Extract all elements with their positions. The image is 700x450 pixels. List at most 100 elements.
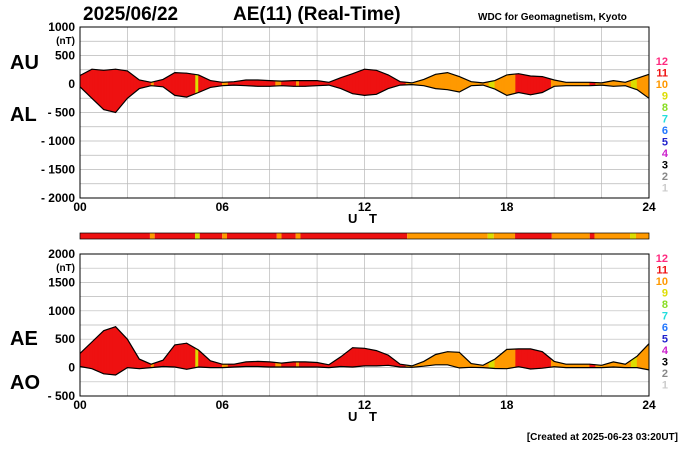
fill-segment bbox=[518, 348, 522, 368]
fill-segment bbox=[438, 73, 442, 90]
created-footer: [Created at 2025-06-23 03:20UT] bbox=[526, 432, 678, 443]
y-tick-label: 2000 bbox=[48, 247, 75, 261]
fill-segment bbox=[115, 325, 119, 376]
x-tick-label: 24 bbox=[642, 200, 656, 214]
fill-segment bbox=[174, 72, 179, 97]
fill-segment bbox=[299, 361, 303, 368]
fill-segment bbox=[130, 72, 134, 97]
fill-segment bbox=[373, 69, 377, 95]
fill-segment bbox=[358, 347, 362, 367]
fill-segment bbox=[88, 68, 93, 99]
y-tick-label: 1500 bbox=[48, 275, 75, 289]
station-bar-segment bbox=[80, 233, 150, 239]
fill-segment bbox=[124, 70, 128, 103]
fill-segment bbox=[441, 72, 445, 90]
fill-segment bbox=[189, 73, 193, 97]
legend-entry: 3 bbox=[662, 357, 668, 369]
y-tick-label: - 500 bbox=[48, 106, 76, 120]
chart-title: AE(11) (Real-Time) bbox=[233, 4, 401, 25]
fill-segment bbox=[248, 361, 253, 367]
fill-segment bbox=[307, 361, 312, 368]
fill-segment bbox=[290, 80, 294, 87]
fill-segment bbox=[384, 353, 389, 366]
fill-segment bbox=[435, 353, 439, 366]
fill-segment bbox=[539, 350, 543, 369]
fill-segment bbox=[343, 75, 348, 92]
fill-segment bbox=[381, 72, 386, 92]
fill-segment bbox=[266, 80, 270, 87]
fill-segment bbox=[168, 73, 173, 94]
legend-entry: 4 bbox=[662, 148, 669, 160]
fill-segment bbox=[364, 68, 368, 96]
fill-segment bbox=[313, 80, 318, 87]
legend-entry: 1 bbox=[662, 183, 668, 195]
fill-segment bbox=[201, 75, 205, 92]
fill-segment bbox=[521, 348, 525, 369]
legend-entry: 1 bbox=[662, 380, 668, 392]
fill-segment bbox=[450, 73, 454, 92]
fill-segment bbox=[379, 351, 383, 367]
fill-segment bbox=[536, 349, 540, 369]
station-bar-segment bbox=[635, 233, 649, 239]
fill-segment bbox=[138, 79, 143, 89]
fill-segment bbox=[103, 329, 107, 375]
station-bar-segment bbox=[300, 233, 408, 239]
fill-segment bbox=[518, 73, 522, 94]
fill-segment bbox=[251, 79, 256, 87]
legend-entry: 7 bbox=[662, 311, 668, 323]
series-line-al bbox=[79, 83, 650, 114]
fill-segment bbox=[192, 346, 196, 369]
station-bar-frame bbox=[79, 232, 650, 240]
ae-label: AE bbox=[10, 328, 38, 350]
fill-segment bbox=[180, 72, 185, 98]
fill-segment bbox=[307, 80, 312, 87]
x-tick-label: 24 bbox=[642, 398, 656, 412]
station-bar-segment bbox=[551, 233, 590, 239]
fill-segment bbox=[379, 71, 383, 94]
fill-segment bbox=[438, 352, 442, 366]
fill-segment bbox=[109, 327, 113, 376]
station-bar-segment bbox=[515, 233, 552, 239]
fill-segment bbox=[459, 76, 463, 93]
legend-entry: 3 bbox=[662, 160, 668, 172]
fill-segment bbox=[506, 348, 511, 370]
y-tick-label: - 500 bbox=[48, 389, 76, 403]
fill-segment bbox=[355, 347, 359, 368]
fill-segment bbox=[429, 75, 433, 89]
fill-segment bbox=[180, 343, 185, 370]
fill-segment bbox=[435, 73, 439, 90]
fill-segment bbox=[269, 80, 273, 87]
station-bar-segment bbox=[487, 233, 494, 239]
station-bar-segment bbox=[589, 233, 595, 239]
y-tick-label: 1000 bbox=[48, 304, 75, 318]
fill-segment bbox=[639, 75, 644, 95]
legend-entry: 7 bbox=[662, 114, 668, 126]
fill-segment bbox=[106, 328, 110, 375]
au-al-panel: 1000 500 0 - 500 - 1000 - 1500 - 2000 (nT) 00 06 1… bbox=[41, 20, 656, 226]
fill-segment bbox=[503, 348, 508, 370]
fill-segment bbox=[355, 71, 359, 95]
fill-segment bbox=[304, 80, 309, 87]
fill-segment bbox=[266, 361, 270, 368]
fill-segment bbox=[121, 332, 125, 372]
fill-segment bbox=[174, 344, 179, 368]
fill-segment bbox=[301, 361, 306, 368]
fill-segment bbox=[367, 69, 371, 96]
fill-segment bbox=[512, 348, 516, 369]
fill-segment bbox=[85, 70, 90, 97]
station-bar-segment bbox=[154, 233, 195, 239]
station-bar-segment bbox=[630, 233, 636, 239]
legend-entry: 2 bbox=[662, 368, 668, 380]
fill-segment bbox=[340, 76, 345, 91]
x-tick-label: 12 bbox=[358, 200, 372, 214]
fill-segment bbox=[284, 80, 288, 87]
fill-segment bbox=[257, 79, 262, 87]
fill-segment bbox=[349, 347, 353, 368]
fill-segment bbox=[432, 73, 436, 89]
fill-segment bbox=[195, 74, 199, 95]
fill-segment bbox=[509, 73, 513, 96]
fill-segment bbox=[272, 80, 276, 87]
station-bar-segment bbox=[594, 233, 631, 239]
